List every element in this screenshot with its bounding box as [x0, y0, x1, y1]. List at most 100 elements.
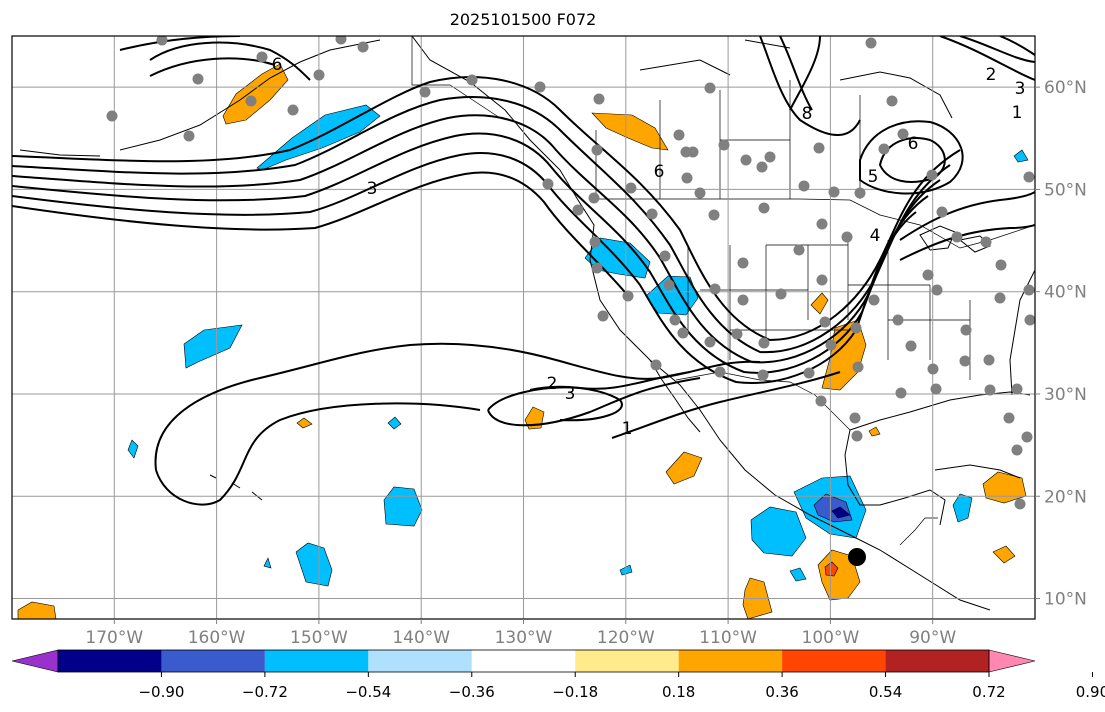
- station-marker: [813, 142, 825, 154]
- colorbar-tick-label: −0.18: [552, 683, 598, 701]
- station-marker: [1024, 314, 1035, 326]
- station-marker: [704, 336, 716, 348]
- latitude-tick-label: 10°N: [1044, 590, 1087, 610]
- station-marker: [709, 283, 721, 295]
- cuba: [934, 464, 1021, 479]
- highlighted-station-marker[interactable]: [848, 548, 866, 566]
- station-marker: [593, 93, 605, 105]
- station-marker: [1023, 171, 1035, 183]
- station-marker: [995, 259, 1007, 271]
- contour-line: [12, 171, 631, 299]
- station-marker: [534, 81, 546, 93]
- longitude-tick-label: 120°W: [597, 628, 655, 648]
- station-marker: [892, 314, 904, 326]
- station-marker: [646, 208, 658, 220]
- station-marker: [659, 250, 671, 262]
- station-marker: [192, 73, 204, 85]
- station-marker: [878, 143, 890, 155]
- station-marker: [803, 367, 815, 379]
- contour-labels: 6 3 6 6 5 4 8 2 3 1 1 2 3: [272, 55, 1026, 439]
- contour-label: 1: [622, 419, 633, 439]
- map-panel[interactable]: 6 3 6 6 5 4 8 2 3 1 1 2 3: [11, 34, 1036, 620]
- station-marker: [1014, 498, 1026, 510]
- colorbar-tick-label: −0.72: [242, 683, 288, 701]
- contour-label: 5: [868, 167, 879, 187]
- colorbar-tick-label: 0.36: [765, 683, 798, 701]
- contour-line: [12, 132, 929, 374]
- contour-label: 6: [272, 55, 283, 75]
- station-marker: [959, 355, 971, 367]
- colorbar-tick-label: 0.90: [1076, 683, 1105, 701]
- longitude-tick-label: 110°W: [699, 628, 757, 648]
- contour-line: [789, 36, 821, 111]
- contour-label: 4: [870, 226, 881, 246]
- station-marker: [156, 36, 168, 46]
- station-marker: [819, 316, 831, 328]
- station-marker: [718, 139, 730, 151]
- positive-anomaly-patch: [665, 451, 703, 485]
- station-marker: [591, 262, 603, 274]
- colorbar-segment: [575, 650, 679, 672]
- positive-anomaly-patch: [868, 426, 881, 437]
- contour-line: [959, 36, 1035, 63]
- station-marker: [245, 95, 257, 107]
- station-marker: [922, 269, 934, 281]
- station-marker: [669, 314, 681, 326]
- station-marker: [815, 395, 827, 407]
- baja-california: [649, 359, 701, 433]
- contour-line: [999, 36, 1035, 56]
- station-marker: [930, 383, 942, 395]
- map-title: 2025101500 F072: [449, 10, 597, 29]
- station-marker: [287, 104, 299, 116]
- station-marker: [542, 178, 554, 190]
- contour-label: 3: [565, 384, 576, 404]
- station-marker: [851, 430, 863, 442]
- station-marker: [983, 354, 995, 366]
- latitude-tick-label: 60°N: [1044, 78, 1087, 98]
- contour-line: [611, 371, 841, 439]
- station-marker: [1003, 412, 1015, 424]
- station-marker: [1023, 284, 1035, 296]
- colorbar-segment: [58, 650, 162, 672]
- contour-line: [779, 36, 813, 111]
- station-marker: [622, 290, 634, 302]
- longitude-axis: 170°W 160°W 150°W 140°W 130°W 120°W 110°W 100°W…: [85, 619, 956, 648]
- colorbar-extend-low: [11, 649, 59, 673]
- station-marker: [994, 292, 1006, 304]
- station-marker: [984, 384, 996, 396]
- station-marker: [758, 202, 770, 214]
- contour-line: [155, 402, 481, 506]
- station-marker: [816, 218, 828, 230]
- station-marker: [677, 327, 689, 339]
- station-marker: [793, 244, 805, 256]
- positive-anomaly-patch: [817, 549, 861, 601]
- station-marker: [183, 130, 195, 142]
- colorbar-tick-label: −0.36: [449, 683, 495, 701]
- aleutian-islands: [19, 149, 101, 157]
- latitude-tick-label: 50°N: [1044, 180, 1087, 200]
- station-marker: [681, 172, 693, 184]
- station-marker: [650, 359, 662, 371]
- station-marker: [419, 86, 431, 98]
- station-marker: [828, 186, 840, 198]
- contour-line: [939, 36, 1035, 81]
- station-marker: [868, 294, 880, 306]
- station-marker: [588, 192, 600, 204]
- station-marker: [926, 169, 938, 181]
- contour-line: [487, 377, 701, 427]
- station-marker: [886, 95, 898, 107]
- contour-line: [529, 385, 623, 422]
- station-marker: [931, 284, 943, 296]
- alaska-peninsula: [119, 39, 381, 151]
- negative-anomaly-patch: [750, 506, 807, 557]
- negative-anomaly-patch: [127, 439, 139, 459]
- negative-anomaly-patch: [263, 557, 272, 569]
- longitude-tick-label: 160°W: [188, 628, 246, 648]
- alaska-canada-border: [411, 36, 501, 119]
- latitude-tick-label: 30°N: [1044, 385, 1087, 405]
- latitude-tick-label: 20°N: [1044, 487, 1087, 507]
- contour-line: [12, 76, 961, 342]
- contour-label: 8: [802, 104, 813, 124]
- contour-lines: [12, 36, 1035, 506]
